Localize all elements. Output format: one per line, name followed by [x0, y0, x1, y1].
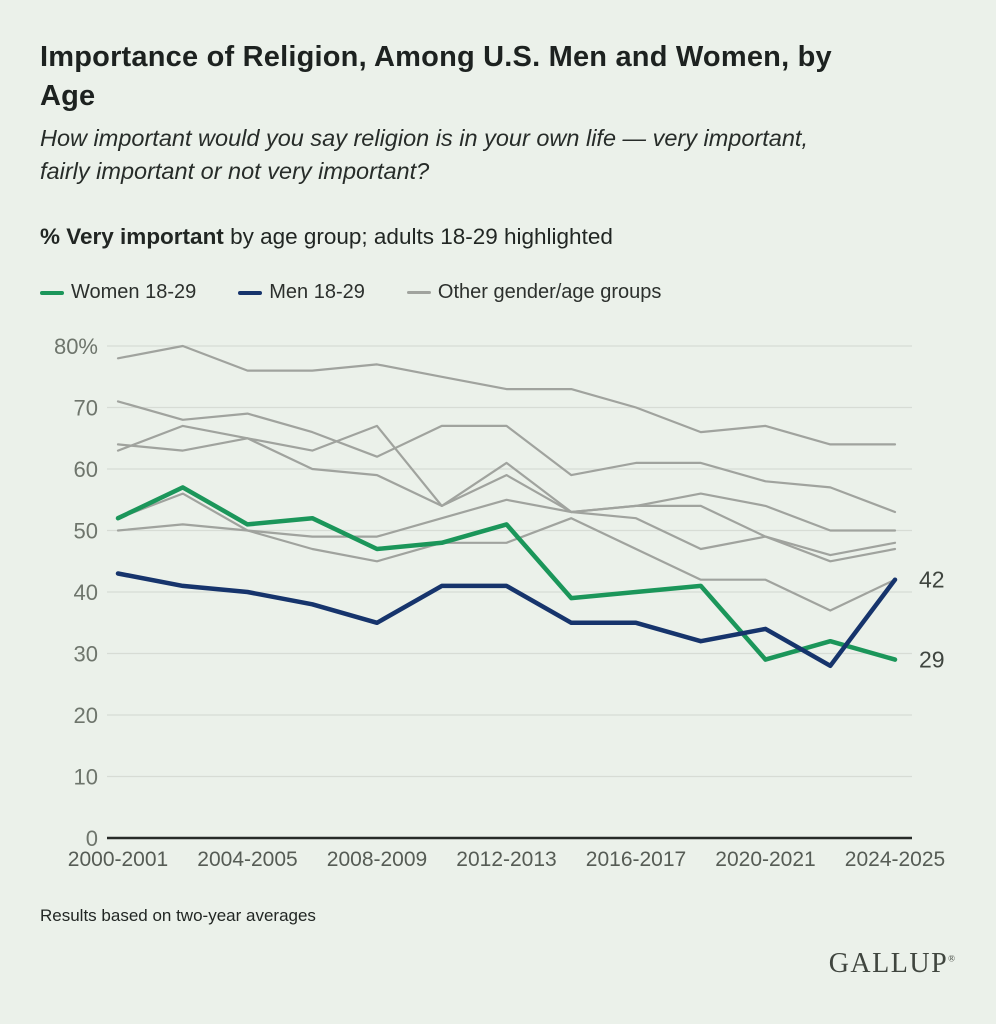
legend-item-women-18-29: Women 18-29 — [40, 281, 196, 304]
legend-item-other-groups: Other gender/age groups — [406, 281, 662, 304]
footnote: Results based on two-year averages — [40, 906, 316, 925]
legend-label-women-18-29: Women 18-29 — [71, 281, 197, 303]
x-tick-label: 2008-2009 — [327, 848, 427, 871]
page-title-line1: Importance of Religion, Among U.S. Men a… — [40, 41, 832, 73]
x-tick-label: 2004-2005 — [197, 848, 297, 871]
x-tick-label: 2020-2021 — [715, 848, 815, 871]
registered-mark: ® — [948, 953, 955, 964]
legend-swatch-women-18-29 — [40, 290, 64, 295]
measure-caption-rest: by age group; adults 18-29 highlighted — [223, 224, 613, 249]
y-tick-label: 80% — [54, 334, 98, 359]
measure-caption: % Very important by age group; adults 18… — [40, 224, 950, 250]
series-line-men-18-29 — [115, 571, 898, 669]
y-tick-label: 20 — [74, 703, 98, 728]
series-line-other-2 — [116, 400, 897, 514]
y-tick-label: 60 — [74, 457, 98, 482]
y-tick-label: 10 — [74, 765, 98, 790]
survey-question-line1: How important would you say religion is … — [40, 125, 808, 151]
series-line-other-6 — [116, 492, 897, 612]
series-line-women-18-29 — [115, 485, 898, 662]
chart-legend: Women 18-29 Men 18-29 Other gender/age g… — [40, 281, 960, 304]
legend-swatch-other-groups — [406, 291, 431, 294]
legend-swatch-men-18-29 — [238, 290, 263, 295]
page-title-line2: Age — [40, 80, 96, 113]
survey-question-line2: fairly important or not very important? — [40, 157, 430, 184]
end-value-label: 42 — [919, 567, 945, 593]
y-tick-label: 0 — [86, 826, 98, 851]
survey-question: How important would you say religion is … — [40, 122, 950, 188]
end-value-label: 29 — [919, 647, 945, 673]
x-tick-label: 2016-2017 — [586, 848, 686, 871]
y-tick-label: 50 — [74, 519, 98, 544]
legend-item-men-18-29: Men 18-29 — [238, 281, 365, 304]
gallup-wordmark: GALLUP — [828, 948, 949, 979]
legend-label-other-groups: Other gender/age groups — [437, 281, 662, 303]
x-tick-label: 2012-2013 — [456, 848, 556, 871]
page-title: Importance of Religion, Among U.S. Men a… — [40, 38, 960, 116]
legend-label-men-18-29: Men 18-29 — [269, 281, 365, 303]
x-tick-label: 2000-2001 — [68, 848, 168, 871]
y-tick-label: 30 — [74, 642, 98, 667]
y-tick-label: 70 — [74, 396, 98, 421]
measure-caption-bold: % Very important — [40, 224, 224, 249]
series-line-other-1 — [116, 344, 897, 446]
x-tick-label: 2024-2025 — [845, 848, 945, 871]
y-tick-label: 40 — [74, 580, 98, 605]
gallup-logo: GALLUP® — [829, 948, 955, 980]
